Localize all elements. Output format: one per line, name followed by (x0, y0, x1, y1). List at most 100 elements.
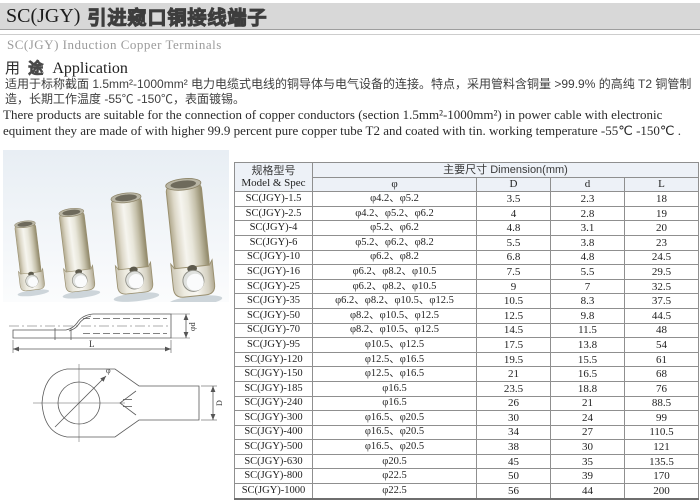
cell-model: SC(JGY)-1.5 (234, 191, 313, 207)
page-subtitle: SC(JGY) Induction Copper Terminals (7, 37, 222, 52)
cell-phi: φ12.5、φ16.5 (312, 351, 477, 368)
cell-d: 2.8 (550, 205, 625, 222)
table-row: SC(JGY)-400 φ16.5、φ20.5 34 27 110.5 (234, 424, 699, 441)
page-title-bar: SC(JGY) 引进窥口铜接线端子 (0, 3, 700, 30)
cell-D: 45 (476, 453, 551, 470)
cell-phi: φ22.5 (312, 468, 477, 485)
cell-model: SC(JGY)-300 (234, 410, 313, 426)
cell-d: 5.5 (550, 264, 625, 280)
cell-model: SC(JGY)-185 (234, 380, 313, 397)
cell-model: SC(JGY)-800 (234, 468, 313, 485)
cell-D: 50 (476, 468, 551, 485)
dim-label-L: L (89, 339, 95, 349)
cell-L: 18 (624, 191, 699, 207)
cell-D: 56 (476, 483, 551, 500)
cell-d: 16.5 (550, 366, 625, 382)
spec-table: 规格型号 Model & Spec 主要尺寸 Dimension(mm) φ D… (234, 161, 699, 500)
column-header-model-en: Model & Spec (241, 177, 306, 190)
cell-phi: φ20.5 (312, 453, 477, 470)
page-title-model: SC(JGY) (6, 4, 81, 27)
cell-d: 13.8 (550, 337, 625, 353)
cell-d: 27 (550, 424, 625, 441)
cell-phi: φ8.2、φ10.5、φ12.5 (312, 322, 477, 339)
dim-label-D: D (215, 400, 224, 406)
cell-d: 8.3 (550, 293, 625, 309)
table-row: SC(JGY)-2.5 φ4.2、φ5.2、φ6.2 4 2.8 19 (234, 205, 699, 222)
cell-D: 30 (476, 410, 551, 426)
side-view-drawing (9, 313, 190, 353)
cell-D: 19.5 (476, 351, 551, 368)
table-row: SC(JGY)-35 φ6.2、φ8.2、φ10.5、φ12.5 10.5 8.3 37… (234, 293, 699, 309)
cell-D: 7.5 (476, 264, 551, 280)
cell-model: SC(JGY)-70 (234, 322, 313, 339)
cell-d: 11.5 (550, 322, 625, 339)
cell-D: 9 (476, 278, 551, 295)
cell-L: 32.5 (624, 278, 699, 295)
header-divider (0, 34, 700, 35)
table-row: SC(JGY)-500 φ16.5、φ20.5 38 30 121 (234, 439, 699, 455)
cell-d: 9.8 (550, 307, 625, 324)
cell-phi: φ16.5、φ20.5 (312, 410, 477, 426)
table-row: SC(JGY)-95 φ10.5、φ12.5 17.5 13.8 54 (234, 337, 699, 353)
table-row: SC(JGY)-240 φ16.5 26 21 88.5 (234, 395, 699, 412)
table-row: SC(JGY)-25 φ6.2、φ8.2、φ10.5 9 7 32.5 (234, 278, 699, 295)
cell-L: 29.5 (624, 264, 699, 280)
cell-phi: φ6.2、φ8.2 (312, 249, 477, 266)
column-header-model: 规格型号 Model & Spec (234, 161, 313, 193)
table-row: SC(JGY)-630 φ20.5 45 35 135.5 (234, 453, 699, 470)
cell-D: 4.8 (476, 220, 551, 236)
cell-L: 44.5 (624, 307, 699, 324)
cell-L: 110.5 (624, 424, 699, 441)
cell-model: SC(JGY)-6 (234, 234, 313, 251)
cell-model: SC(JGY)-16 (234, 264, 313, 280)
column-header-d: d (550, 176, 625, 193)
cell-d: 39 (550, 468, 625, 485)
cell-model: SC(JGY)-630 (234, 453, 313, 470)
cell-model: SC(JGY)-240 (234, 395, 313, 412)
table-row: SC(JGY)-800 φ22.5 50 39 170 (234, 468, 699, 485)
table-row: SC(JGY)-150 φ12.5、φ16.5 21 16.5 68 (234, 366, 699, 382)
table-row: SC(JGY)-4 φ5.2、φ6.2 4.8 3.1 20 (234, 220, 699, 236)
cell-D: 6.8 (476, 249, 551, 266)
cell-L: 37.5 (624, 293, 699, 309)
top-view-drawing (33, 364, 217, 442)
application-heading-zh2: 途 (28, 60, 44, 78)
cell-d: 30 (550, 439, 625, 455)
cell-D: 34 (476, 424, 551, 441)
table-row: SC(JGY)-16 φ6.2、φ8.2、φ10.5 7.5 5.5 29.5 (234, 264, 699, 280)
cell-model: SC(JGY)-120 (234, 351, 313, 368)
cell-D: 26 (476, 395, 551, 412)
cell-d: 44 (550, 483, 625, 500)
cell-L: 200 (624, 483, 699, 500)
cell-model: SC(JGY)-150 (234, 366, 313, 382)
cell-d: 7 (550, 278, 625, 295)
cell-phi: φ22.5 (312, 483, 477, 500)
product-photo (3, 150, 229, 302)
cell-d: 35 (550, 453, 625, 470)
spec-table-body: SC(JGY)-1.5 φ4.2、φ5.2 3.5 2.3 18 SC(JGY)-2.5 φ… (234, 191, 699, 500)
cell-L: 24.5 (624, 249, 699, 266)
dim-label-phi: φ (106, 366, 111, 375)
cell-L: 48 (624, 322, 699, 339)
table-row: SC(JGY)-70 φ8.2、φ10.5、φ12.5 14.5 11.5 48 (234, 322, 699, 339)
column-header-dimension: 主要尺寸 Dimension(mm) (312, 162, 699, 178)
cell-model: SC(JGY)-95 (234, 337, 313, 353)
cell-L: 54 (624, 337, 699, 353)
cell-L: 76 (624, 380, 699, 397)
cell-model: SC(JGY)-2.5 (234, 205, 313, 222)
cell-phi: φ16.5、φ20.5 (312, 439, 477, 455)
table-row: SC(JGY)-120 φ12.5、φ16.5 19.5 15.5 61 (234, 351, 699, 368)
cell-phi: φ5.2、φ6.2 (312, 220, 477, 236)
table-row: SC(JGY)-50 φ8.2、φ10.5、φ12.5 12.5 9.8 44.5 (234, 307, 699, 324)
cell-model: SC(JGY)-1000 (234, 483, 313, 500)
cell-D: 23.5 (476, 380, 551, 397)
column-header-phi: φ (312, 176, 477, 193)
cell-D: 5.5 (476, 234, 551, 251)
cell-D: 3.5 (476, 191, 551, 207)
cell-d: 18.8 (550, 380, 625, 397)
cell-D: 21 (476, 366, 551, 382)
application-description-zh: 适用于标称截面 1.5mm²-1000mm² 电力电缆式电线的铜导体与电气设备的… (5, 77, 692, 106)
cell-d: 3.1 (550, 220, 625, 236)
cell-D: 38 (476, 439, 551, 455)
dim-label-phi-d: φd (188, 322, 197, 331)
